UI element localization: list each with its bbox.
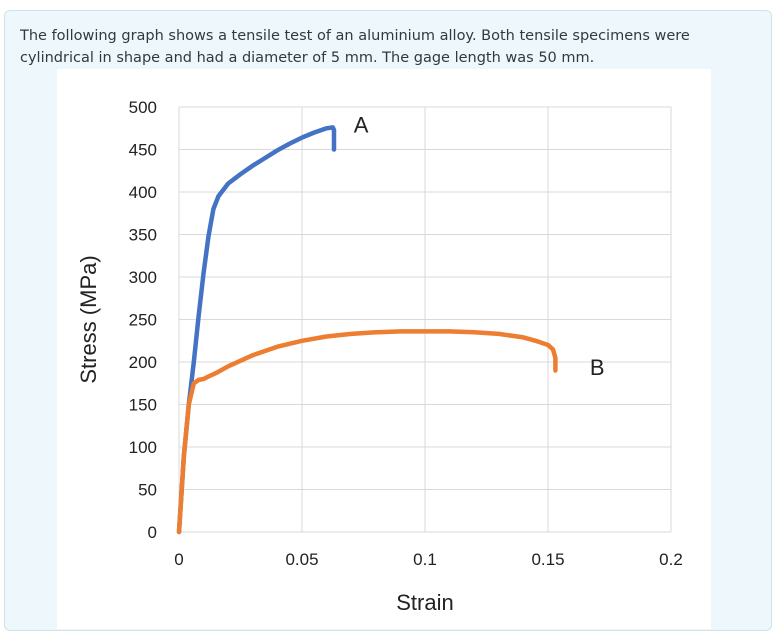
y-axis-title: Stress (MPa) [76, 255, 101, 383]
curve-label-b: B [590, 355, 605, 380]
y-tick-label: 100 [129, 438, 157, 457]
y-tick-label: 350 [129, 226, 157, 245]
y-tick-label: 0 [148, 523, 157, 542]
question-line-2: cylindrical in shape and had a diameter … [20, 50, 595, 66]
y-tick-label: 50 [138, 481, 157, 500]
series-line-a [176, 125, 337, 535]
question-text: The following graph shows a tensile test… [20, 25, 760, 69]
x-axis-title: Strain [396, 590, 453, 615]
y-tick-label: 450 [129, 141, 157, 160]
series-line-b [176, 329, 558, 535]
x-tick-label: 0.2 [659, 550, 683, 569]
y-tick-label: 250 [129, 311, 157, 330]
y-tick-label: 500 [129, 98, 157, 117]
y-tick-label: 400 [129, 183, 157, 202]
x-tick-label: 0 [174, 550, 183, 569]
y-tick-label: 150 [129, 396, 157, 415]
y-tick-label: 300 [129, 268, 157, 287]
x-tick-label: 0.1 [413, 550, 437, 569]
question-line-1: The following graph shows a tensile test… [20, 28, 690, 44]
stress-strain-chart: 0 50 100 150 200 250 300 350 400 450 500 0 0.05 0.1 0.… [57, 69, 711, 629]
chart-svg: 0 50 100 150 200 250 300 350 400 450 500 0 0.05 0.1 0.… [76, 98, 683, 615]
curve-label-a: A [354, 113, 369, 138]
x-tick-label: 0.15 [531, 550, 564, 569]
y-tick-label: 200 [129, 353, 157, 372]
x-tick-label: 0.05 [285, 550, 318, 569]
